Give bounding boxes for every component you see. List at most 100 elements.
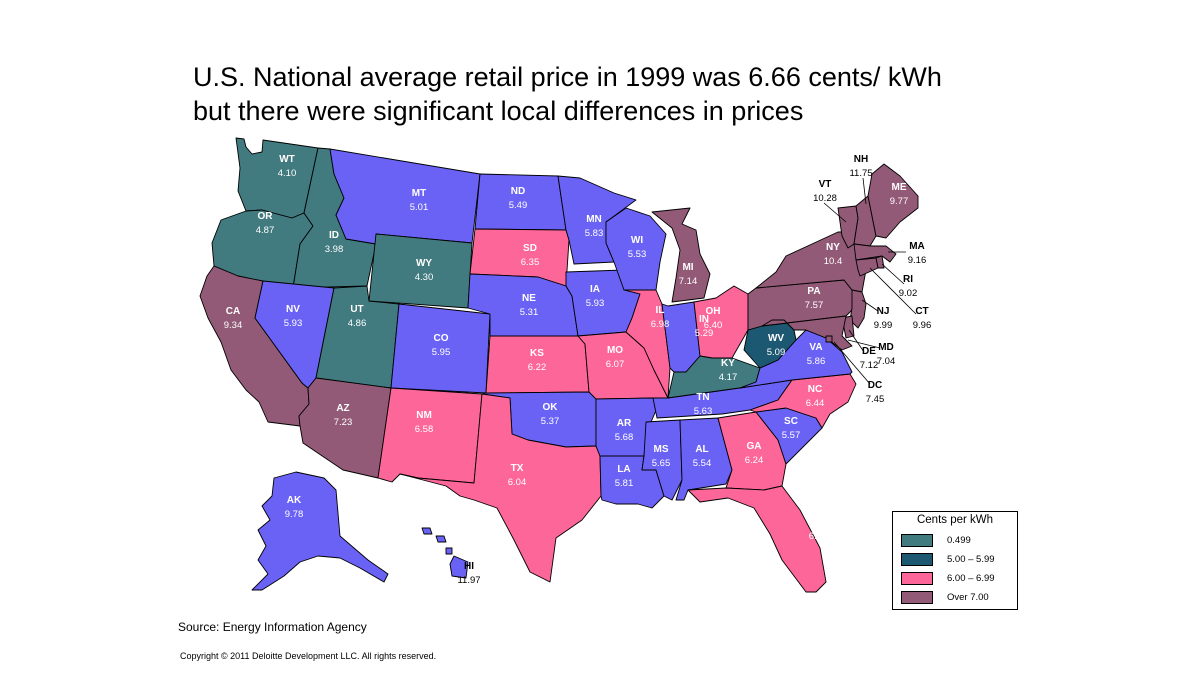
title-line-1: U.S. National average retail price in 19… [193,62,942,92]
legend-swatch [901,572,933,585]
state-code-label: MT [412,188,426,199]
state-nj [849,289,867,329]
state-price-label: 5.29 [695,328,714,339]
state-code-label: NM [416,410,432,421]
state-price-label: 6.98 [651,319,670,330]
state-price-label: 9.96 [913,320,932,331]
state-code-label: GA [747,441,762,452]
legend-label: Over 7.00 [947,592,989,603]
state-il [623,289,671,399]
state-price-label: 6.24 [745,455,764,466]
state-code-label: SC [784,416,798,427]
state-code-label: WY [416,258,432,269]
state-code-label: MO [607,345,623,356]
state-price-label: 9.02 [899,288,918,299]
state-fl [687,485,827,593]
state-code-label: DC [868,380,882,391]
state-price-label: 5.54 [693,458,712,469]
state-code-label: NY [826,242,840,253]
state-code-label: RI [903,274,913,285]
state-code-label: AL [695,444,708,455]
state-dc [825,335,833,343]
state-nm [377,387,483,484]
state-code-label: ID [329,230,339,241]
legend-label: 0.499 [947,535,971,546]
legend-swatch [901,591,933,604]
state-price-label: 9.16 [908,255,927,266]
state-price-label: 10.28 [813,193,837,204]
state-code-label: IN [699,314,709,325]
state-price-label: 7.57 [805,300,824,311]
state-code-label: MS [654,444,669,455]
slide-title: U.S. National average retail price in 19… [193,60,1093,128]
state-code-label: KS [530,348,544,359]
state-price-label: 5.93 [284,318,303,329]
legend-label: 6.00 – 6.99 [947,573,995,584]
state-code-label: PA [807,286,820,297]
state-price-label: 6.44 [806,398,825,409]
state-code-label: ME [892,182,907,193]
leader-line [861,299,879,312]
state-az [298,377,392,479]
state-code-label: AR [617,418,632,429]
state-code-label: NE [522,293,536,304]
state-price-label: 3.98 [325,244,344,255]
state-price-label: 10.4 [824,256,843,267]
state-code-label: IL [656,305,665,316]
state-code-label: MD [878,342,894,353]
state-price-label: 4.87 [256,225,275,236]
state-price-label: 6.85 [809,531,828,542]
state-price-label: 7.23 [334,417,353,428]
state-code-label: CO [434,333,449,344]
state-price-label: 9.34 [224,320,243,331]
state-price-label: 9.99 [874,320,893,331]
copyright-note: Copyright © 2011 Deloitte Development LL… [180,651,437,661]
state-price-label: 5.63 [694,406,713,417]
state-code-label: WI [631,235,643,246]
states-layer [199,137,919,593]
state-wy [368,233,473,309]
state-code-label: CA [226,306,240,317]
leader-lines [823,177,917,385]
state-price-label: 5.49 [509,200,528,211]
state-code-label: WV [768,333,784,344]
state-price-label: 7.04 [877,356,896,367]
state-price-label: 11.97 [457,575,480,586]
legend-label: 5.00 – 5.99 [947,554,995,565]
state-price-label: 5.95 [432,347,451,358]
state-labels: WT 4.10 OR 4.87 CA 9.34 ID 3.98 NV 5.93 UT 4.86 AZ 7.… [224,154,932,586]
state-price-label: 5.31 [520,307,539,318]
legend-swatch [901,534,933,547]
state-code-label: AZ [336,403,349,414]
state-code-label: UT [350,304,363,315]
state-price-label: 5.37 [541,416,560,427]
state-price-label: 4.17 [719,372,738,383]
state-price-label: 5.93 [586,298,605,309]
state-code-label: LA [617,464,630,475]
state-price-label: 4.86 [348,318,367,329]
state-price-label: 6.07 [606,359,625,370]
state-mt [329,148,481,245]
state-code-label: DE [862,346,876,357]
state-code-label: TN [696,392,709,403]
leader-line [847,339,881,349]
state-code-label: NJ [877,306,890,317]
state-price-label: 5.68 [615,432,634,443]
leader-line [833,341,871,385]
state-price-label: 4.10 [278,168,297,179]
state-price-label: 9.78 [285,509,304,520]
state-code-label: CT [915,306,928,317]
title-line-2: but there were significant local differe… [193,96,804,126]
state-hi [421,527,469,579]
state-price-label: 7.14 [679,276,698,287]
state-price-label: 5.57 [782,430,801,441]
state-code-label: HI [464,561,474,572]
state-price-label: 5.01 [410,202,429,213]
state-code-label: MA [909,241,925,252]
state-code-label: OK [543,402,559,413]
state-price-label: 6.35 [521,257,540,268]
state-code-label: VT [819,179,832,190]
state-code-label: TX [511,463,524,474]
leader-line [823,202,847,223]
